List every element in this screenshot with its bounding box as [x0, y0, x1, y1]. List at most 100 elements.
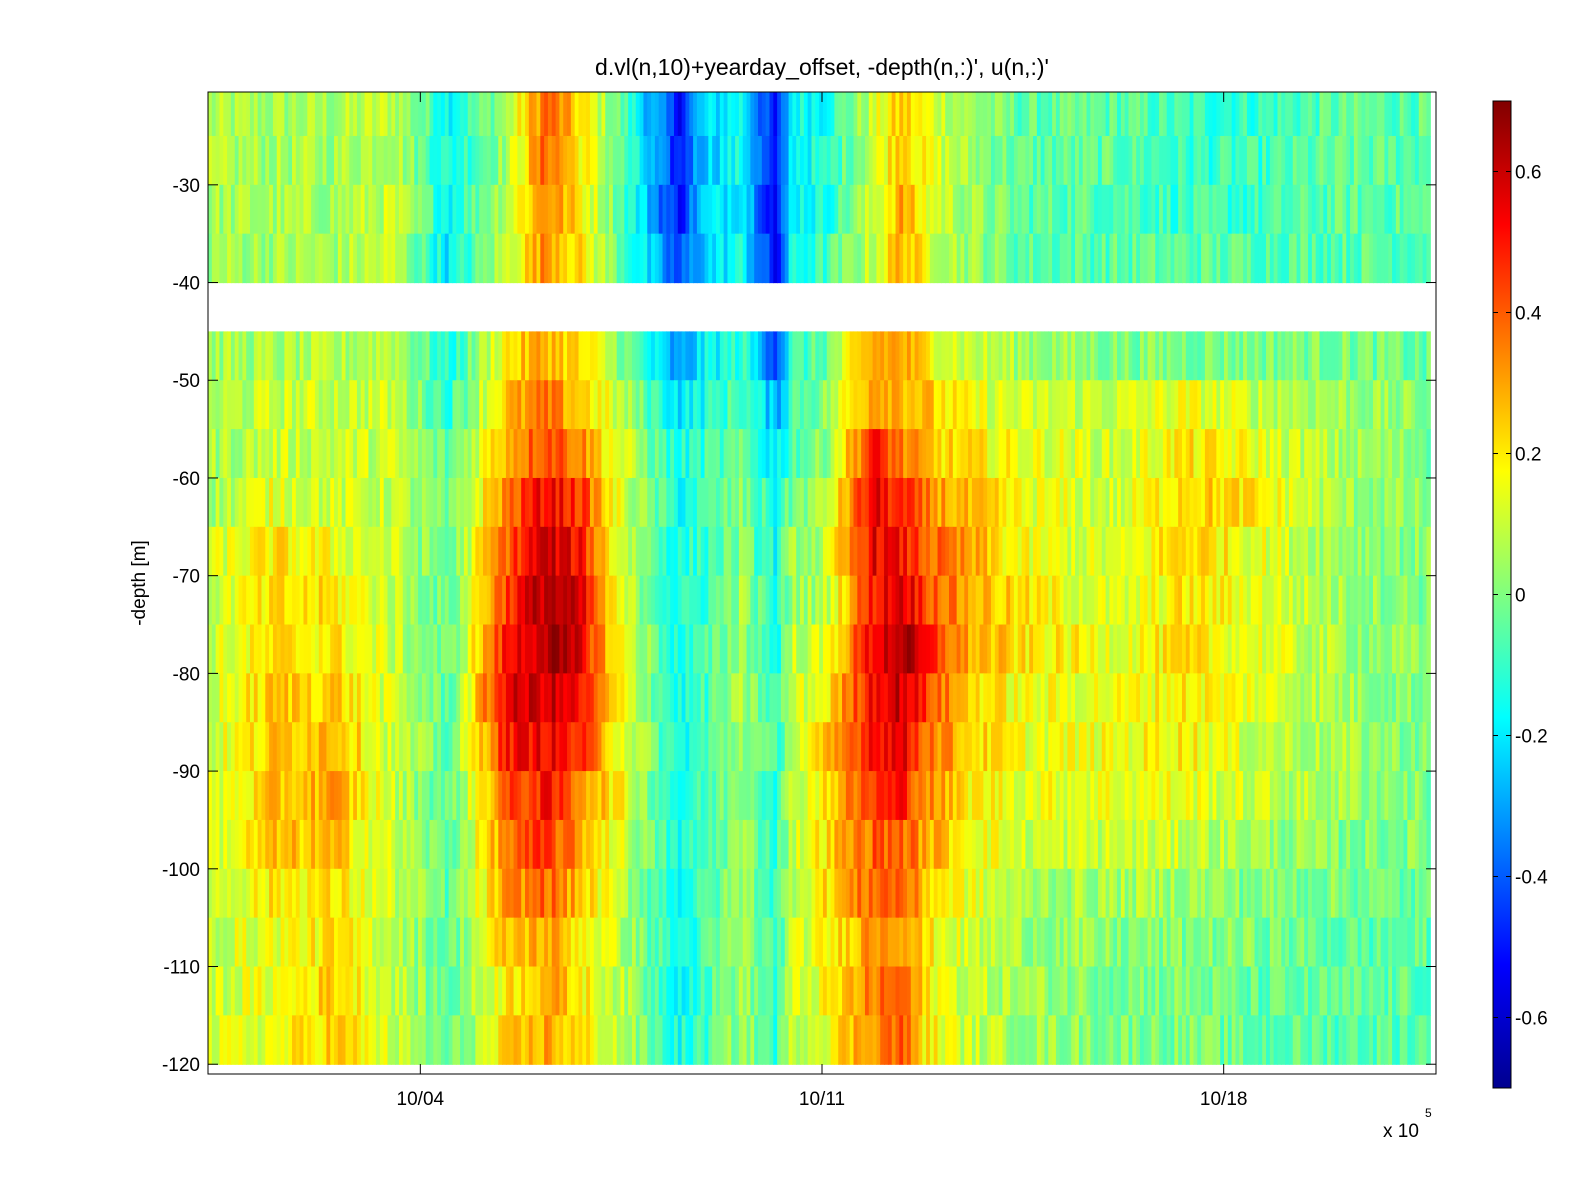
heatmap-cell — [1109, 135, 1114, 186]
heatmap-cell — [864, 624, 870, 674]
heatmap-cell — [402, 771, 408, 821]
heatmap-cell — [483, 819, 488, 870]
heatmap-cell — [452, 722, 457, 772]
heatmap-cell — [1063, 135, 1068, 186]
heatmap-cell — [1029, 429, 1034, 479]
heatmap-cell — [628, 819, 633, 870]
heatmap-cell — [418, 624, 423, 674]
heatmap-cell — [299, 331, 305, 381]
heatmap-cell — [773, 771, 778, 821]
heatmap-cell — [1063, 184, 1068, 235]
heatmap-cell — [631, 380, 637, 430]
heatmap-cell — [750, 233, 755, 284]
heatmap-cell — [819, 135, 824, 186]
heatmap-cell — [1422, 92, 1428, 137]
heatmap-cell — [1143, 771, 1149, 821]
heatmap-cell — [765, 429, 771, 479]
heatmap-cell — [398, 429, 404, 479]
heatmap-cell — [716, 477, 721, 528]
heatmap-cell — [1178, 575, 1183, 626]
heatmap-cell — [586, 233, 591, 284]
heatmap-cell — [708, 92, 713, 137]
heatmap-cell — [651, 92, 656, 137]
heatmap-cell — [299, 624, 305, 674]
heatmap-cell — [1285, 819, 1290, 870]
heatmap-cell — [968, 184, 973, 235]
heatmap-cell — [314, 135, 320, 186]
heatmap-cell — [811, 575, 816, 626]
heatmap-cell — [452, 575, 457, 626]
heatmap-cell — [483, 722, 488, 772]
heatmap-cell — [1132, 184, 1137, 235]
heatmap-cell — [1185, 722, 1191, 772]
heatmap-cell — [838, 184, 843, 235]
heatmap-cell — [1086, 233, 1091, 284]
heatmap-cell — [796, 868, 801, 919]
heatmap-cell — [968, 722, 973, 772]
heatmap-cell — [716, 184, 721, 235]
heatmap-cell — [513, 868, 518, 919]
heatmap-cell — [1403, 477, 1408, 528]
heatmap-cell — [525, 722, 530, 772]
heatmap-cell — [429, 477, 434, 528]
heatmap-cell — [318, 673, 324, 723]
heatmap-cell — [406, 575, 412, 626]
heatmap-cell — [551, 331, 557, 381]
heatmap-cell — [1055, 233, 1061, 284]
heatmap-cell — [1078, 233, 1084, 284]
heatmap-cell — [253, 575, 259, 626]
heatmap-cell — [1201, 184, 1206, 235]
heatmap-cell — [1422, 526, 1428, 577]
heatmap-cell — [971, 624, 977, 674]
heatmap-cell — [952, 868, 958, 919]
heatmap-cell — [960, 477, 965, 528]
heatmap-cell — [265, 135, 270, 186]
heatmap-cell — [1266, 526, 1271, 577]
heatmap-cell — [1315, 331, 1321, 381]
heatmap-cell — [1407, 819, 1412, 870]
heatmap-cell — [945, 819, 950, 870]
heatmap-cell — [849, 771, 855, 821]
heatmap-cell — [211, 868, 217, 919]
heatmap-cell — [532, 233, 538, 284]
heatmap-cell — [1128, 722, 1133, 772]
heatmap-cell — [1017, 624, 1023, 674]
heatmap-cell — [555, 135, 560, 186]
heatmap-cell — [242, 135, 247, 186]
heatmap-cell — [1075, 575, 1080, 626]
heatmap-cell — [1059, 477, 1065, 528]
heatmap-cell — [742, 233, 748, 284]
heatmap-cell — [1243, 380, 1248, 430]
heatmap-cell — [784, 184, 790, 235]
heatmap-cell — [578, 722, 583, 772]
heatmap-cell — [376, 233, 381, 284]
heatmap-cell — [547, 722, 553, 772]
heatmap-cell — [341, 526, 347, 577]
heatmap-cell — [1216, 771, 1221, 821]
heatmap-cell — [1369, 380, 1374, 430]
heatmap-cell — [467, 673, 473, 723]
heatmap-cell — [842, 233, 847, 284]
heatmap-cell — [700, 868, 706, 919]
heatmap-cell — [578, 233, 583, 284]
heatmap-cell — [418, 819, 423, 870]
heatmap-cell — [738, 92, 744, 137]
heatmap-cell — [910, 233, 916, 284]
heatmap-cell — [1086, 722, 1091, 772]
heatmap-cell — [250, 477, 255, 528]
heatmap-cell — [1139, 477, 1145, 528]
heatmap-cell — [1380, 92, 1386, 137]
heatmap-cell — [777, 575, 782, 626]
heatmap-cell — [887, 135, 893, 186]
heatmap-cell — [395, 429, 400, 479]
heatmap-cell — [1136, 477, 1141, 528]
heatmap-cell — [1067, 477, 1072, 528]
heatmap-cell — [330, 92, 335, 137]
heatmap-cell — [303, 624, 308, 674]
heatmap-cell — [609, 135, 614, 186]
heatmap-cell — [589, 722, 595, 772]
heatmap-cell — [1117, 135, 1122, 186]
heatmap-cell — [418, 429, 423, 479]
heatmap-cell — [349, 819, 354, 870]
heatmap-cell — [1246, 722, 1252, 772]
